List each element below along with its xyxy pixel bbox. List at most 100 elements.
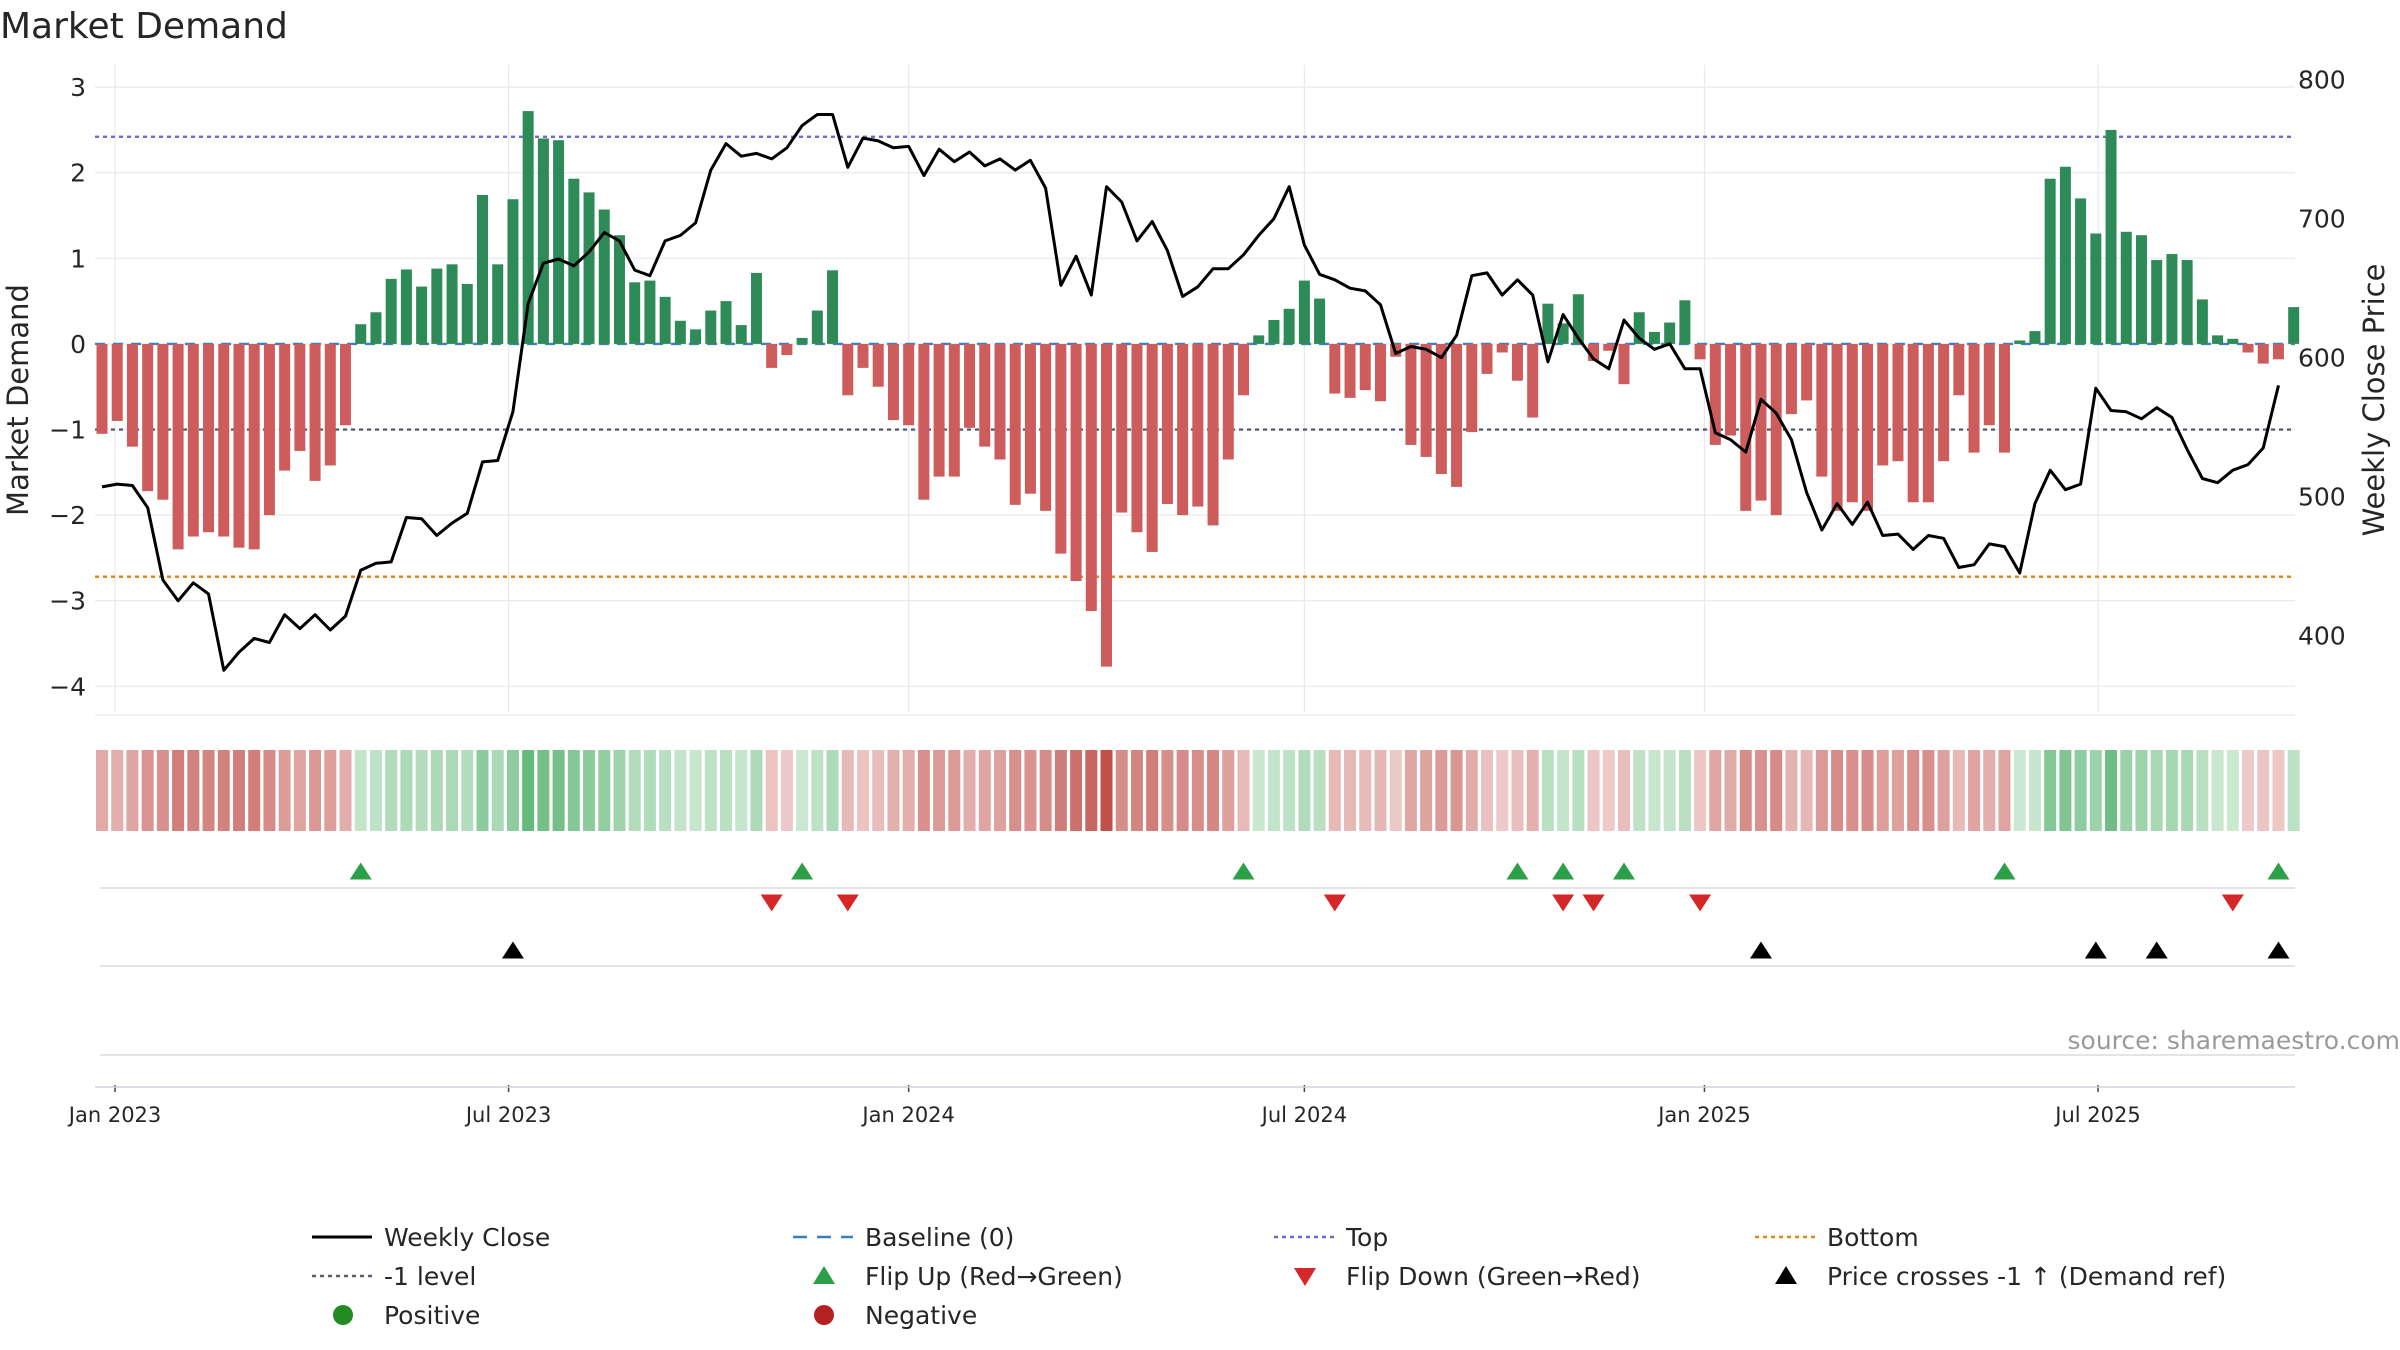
heat-cell bbox=[857, 750, 869, 831]
legend-swatch-triangle-up bbox=[813, 1266, 835, 1284]
demand-bar-negative bbox=[294, 343, 306, 451]
heat-cell bbox=[522, 750, 535, 831]
heat-cell bbox=[1252, 750, 1265, 831]
heat-cell bbox=[1511, 750, 1524, 831]
heat-cell bbox=[1633, 750, 1646, 831]
demand-bar-positive bbox=[1298, 280, 1310, 344]
legend-item: Negative bbox=[814, 1301, 977, 1330]
heat-cell bbox=[400, 750, 413, 831]
demand-bar-negative bbox=[1405, 343, 1417, 445]
heat-cell bbox=[1648, 750, 1661, 831]
demand-bar-positive bbox=[2166, 254, 2178, 344]
heat-cell bbox=[1618, 750, 1630, 831]
price-cross-marker bbox=[2084, 941, 2107, 959]
heat-cell bbox=[628, 750, 641, 831]
heat-cell bbox=[2105, 750, 2118, 831]
heat-cell bbox=[1663, 750, 1676, 831]
demand-bar-negative bbox=[279, 343, 291, 471]
demand-bar-positive bbox=[1572, 294, 1584, 344]
demand-bar-negative bbox=[1101, 343, 1113, 667]
heat-cell bbox=[1831, 750, 1844, 831]
heat-cell bbox=[2150, 750, 2163, 831]
heat-cell bbox=[735, 750, 748, 831]
demand-bar-positive bbox=[1253, 335, 1265, 344]
demand-bar-negative bbox=[1588, 343, 1600, 362]
heat-cell bbox=[369, 750, 382, 831]
heat-cell bbox=[613, 750, 626, 831]
legend-item: Positive bbox=[333, 1301, 480, 1330]
demand-bar-negative bbox=[887, 343, 899, 421]
heat-cell bbox=[415, 750, 428, 831]
heat-cell bbox=[1602, 750, 1615, 831]
demand-bar-positive bbox=[613, 235, 625, 344]
heat-cell bbox=[476, 750, 489, 831]
demand-bar-negative bbox=[1238, 343, 1249, 396]
heat-cell bbox=[354, 750, 367, 831]
heat-cell bbox=[1024, 750, 1037, 831]
legend-swatch-triangle-up bbox=[1775, 1266, 1797, 1284]
demand-bar-negative bbox=[126, 343, 138, 447]
demand-bar-positive bbox=[1648, 331, 1660, 344]
heat-cell bbox=[172, 750, 185, 831]
heat-cell bbox=[2013, 750, 2026, 831]
demand-bar-negative bbox=[2272, 343, 2284, 360]
legend-item: Price crosses -1 ↑ (Demand ref) bbox=[1775, 1262, 2226, 1291]
demand-bar-negative bbox=[172, 343, 184, 550]
demand-bar-negative bbox=[1877, 343, 1889, 466]
demand-bar-negative bbox=[1801, 343, 1813, 401]
demand-bar-positive bbox=[400, 269, 412, 344]
demand-bar-negative bbox=[903, 343, 915, 426]
x-tick-label: Jan 2023 bbox=[67, 1103, 162, 1127]
flip-down-marker bbox=[760, 894, 783, 912]
demand-bar-negative bbox=[1831, 343, 1843, 511]
flip-down-marker bbox=[2221, 894, 2244, 912]
demand-bar-positive bbox=[735, 325, 747, 344]
heat-cell bbox=[765, 750, 778, 831]
demand-bars bbox=[96, 111, 2300, 667]
heat-cell bbox=[126, 750, 139, 831]
demand-bar-negative bbox=[1892, 343, 1904, 462]
demand-bar-negative bbox=[1496, 343, 1508, 353]
demand-bar-negative bbox=[1329, 343, 1341, 394]
heat-cell bbox=[202, 750, 215, 831]
y-tick-label: 3 bbox=[70, 73, 86, 102]
demand-bar-negative bbox=[1740, 343, 1752, 511]
demand-bar-positive bbox=[522, 111, 534, 344]
price-cross-marker bbox=[2145, 941, 2168, 959]
heat-cell bbox=[1587, 750, 1600, 831]
legend-label: Negative bbox=[865, 1301, 977, 1330]
heat-cell bbox=[1359, 750, 1372, 831]
y2-tick-label: 800 bbox=[2298, 66, 2346, 95]
demand-bar-negative bbox=[1344, 343, 1356, 398]
legend: Weekly Close Baseline (0) Top Bottom -1 leve… bbox=[312, 1223, 2226, 1330]
y-tick-label: −1 bbox=[49, 416, 86, 445]
demand-bar-negative bbox=[1177, 343, 1189, 516]
demand-bar-positive bbox=[2044, 178, 2056, 344]
heat-cell bbox=[1861, 750, 1874, 831]
heat-cell bbox=[1313, 750, 1326, 831]
flip-up-marker bbox=[1552, 862, 1575, 880]
demand-bar-positive bbox=[446, 264, 458, 344]
demand-bar-negative bbox=[1161, 343, 1173, 504]
demand-bar-negative bbox=[1146, 343, 1158, 552]
demand-bar-positive bbox=[553, 140, 565, 344]
heat-cell bbox=[141, 750, 154, 831]
demand-bar-positive bbox=[461, 284, 473, 344]
y-axis-label: Market Demand bbox=[1, 284, 35, 516]
demand-bar-positive bbox=[720, 301, 732, 344]
flip-down-marker bbox=[1689, 894, 1712, 912]
heat-cell bbox=[1998, 750, 2011, 831]
chart-title: Market Demand bbox=[0, 6, 288, 47]
demand-bar-negative bbox=[1481, 343, 1493, 374]
heat-cell bbox=[1389, 750, 1402, 831]
heat-cell bbox=[2287, 750, 2300, 831]
demand-bar-negative bbox=[142, 343, 154, 492]
legend-swatch-circle bbox=[814, 1305, 834, 1325]
flip-up-marker bbox=[791, 862, 814, 880]
demand-bar-negative bbox=[979, 343, 991, 447]
demand-bar-positive bbox=[1283, 308, 1295, 344]
legend-label: Bottom bbox=[1827, 1223, 1919, 1252]
demand-bar-positive bbox=[796, 337, 808, 344]
demand-bar-negative bbox=[1983, 343, 1995, 426]
heat-cell bbox=[1876, 750, 1889, 831]
